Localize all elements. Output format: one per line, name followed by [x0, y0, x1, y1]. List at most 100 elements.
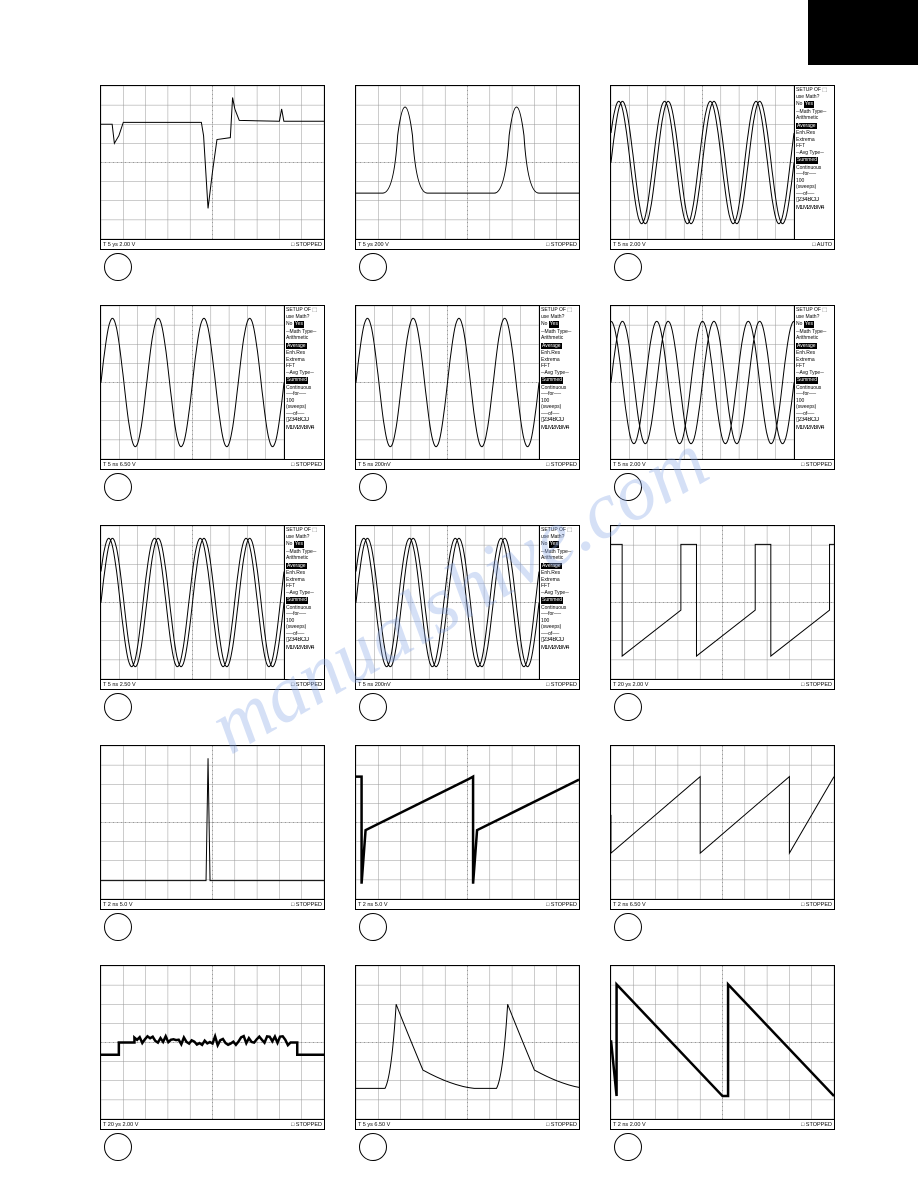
scope-svg — [611, 86, 794, 239]
footer-left: T 2 ns 6.50 V — [613, 902, 646, 908]
scope-sidebar: SETUP OF ⬚ use Math? No Yes ─Math Type─ … — [284, 526, 324, 681]
scope-frame: SETUP OF ⬚ use Math? No Yes ─Math Type─ … — [100, 525, 325, 690]
scope-svg — [101, 746, 324, 899]
plot-area — [101, 526, 284, 679]
scope-svg — [356, 306, 539, 459]
footer-right: □ STOPPED — [801, 462, 832, 468]
footer-left: T 2 ns 5.0 V — [358, 902, 388, 908]
label-circle — [614, 913, 642, 941]
label-circle — [359, 473, 387, 501]
label-circle — [104, 693, 132, 721]
footer-right: □ STOPPED — [801, 682, 832, 688]
scope-sidebar: SETUP OF ⬚ use Math? No Yes ─Math Type─ … — [284, 306, 324, 461]
plot-area — [356, 86, 579, 239]
plot-area — [356, 306, 539, 459]
scope-sidebar: SETUP OF ⬚ use Math? No Yes ─Math Type─ … — [539, 306, 579, 461]
scope-panel-13: T 20 ys 2.00 V □ STOPPED — [100, 965, 325, 1165]
footer-right: □ STOPPED — [291, 242, 322, 248]
scope-footer: T 5 ns 2.00 V □ STOPPED — [611, 459, 834, 469]
footer-right: □ AUTO — [812, 242, 832, 248]
scope-svg — [611, 966, 834, 1119]
scope-panel-8: SETUP OF ⬚ use Math? No Yes ─Math Type─ … — [355, 525, 580, 725]
scope-footer: T 2 ns 6.50 V □ STOPPED — [611, 899, 834, 909]
scope-panel-6: SETUP OF ⬚ use Math? No Yes ─Math Type─ … — [610, 305, 835, 505]
scope-panel-11: T 2 ns 5.0 V □ STOPPED — [355, 745, 580, 945]
scope-panel-2: T 5 ys 200 V □ STOPPED — [355, 85, 580, 285]
label-circle — [104, 473, 132, 501]
footer-right: □ STOPPED — [546, 682, 577, 688]
plot-area — [611, 86, 794, 239]
plot-area — [101, 746, 324, 899]
scope-frame: T 2 ns 6.50 V □ STOPPED — [610, 745, 835, 910]
label-circle — [359, 253, 387, 281]
scope-footer: T 5 ys 6.50 V □ STOPPED — [356, 1119, 579, 1129]
scope-panel-1: T 5 ys 2.00 V □ STOPPED — [100, 85, 325, 285]
footer-left: T 20 ys 2.00 V — [103, 1122, 138, 1128]
scope-panel-12: T 2 ns 6.50 V □ STOPPED — [610, 745, 835, 945]
scope-footer: T 20 ys 2.00 V □ STOPPED — [611, 679, 834, 689]
scope-frame: T 5 ys 6.50 V □ STOPPED — [355, 965, 580, 1130]
scope-svg — [101, 966, 324, 1119]
scope-footer: T 2 ns 5.0 V □ STOPPED — [356, 899, 579, 909]
scope-svg — [611, 306, 794, 459]
scope-sidebar: SETUP OF ⬚ use Math? No Yes ─Math Type─ … — [794, 86, 834, 241]
scope-grid: T 5 ys 2.00 V □ STOPPED T 5 ys 200 V □ S… — [100, 85, 835, 1165]
plot-area — [611, 746, 834, 899]
footer-left: T 2 ns 5.0 V — [103, 902, 133, 908]
footer-left: T 5 ns 200nV — [358, 682, 391, 688]
scope-footer: T 2 ns 5.0 V □ STOPPED — [101, 899, 324, 909]
label-circle — [359, 693, 387, 721]
plot-area — [356, 966, 579, 1119]
footer-right: □ STOPPED — [801, 1122, 832, 1128]
footer-left: T 5 ys 6.50 V — [358, 1122, 390, 1128]
scope-frame: T 2 ns 5.0 V □ STOPPED — [100, 745, 325, 910]
scope-footer: T 2 ns 2.00 V □ STOPPED — [611, 1119, 834, 1129]
footer-right: □ STOPPED — [291, 682, 322, 688]
label-circle — [614, 693, 642, 721]
scope-footer: T 5 ns 2.00 V □ AUTO — [611, 239, 834, 249]
scope-frame: T 20 ys 2.00 V □ STOPPED — [100, 965, 325, 1130]
scope-frame: T 5 ys 200 V □ STOPPED — [355, 85, 580, 250]
plot-area — [611, 966, 834, 1119]
scope-footer: T 5 ns 2.50 V □ STOPPED — [101, 679, 324, 689]
label-circle — [614, 473, 642, 501]
scope-footer: T 20 ys 2.00 V □ STOPPED — [101, 1119, 324, 1129]
scope-sidebar: SETUP OF ⬚ use Math? No Yes ─Math Type─ … — [539, 526, 579, 681]
plot-area — [101, 86, 324, 239]
footer-right: □ STOPPED — [291, 462, 322, 468]
footer-right: □ STOPPED — [291, 1122, 322, 1128]
scope-panel-7: SETUP OF ⬚ use Math? No Yes ─Math Type─ … — [100, 525, 325, 725]
footer-right: □ STOPPED — [546, 242, 577, 248]
scope-svg — [101, 306, 284, 459]
scope-footer: T 5 ys 2.00 V □ STOPPED — [101, 239, 324, 249]
plot-area — [611, 526, 834, 679]
scope-frame: SETUP OF ⬚ use Math? No Yes ─Math Type─ … — [100, 305, 325, 470]
scope-svg — [611, 526, 834, 679]
scope-svg — [356, 966, 579, 1119]
footer-right: □ STOPPED — [546, 902, 577, 908]
scope-panel-10: T 2 ns 5.0 V □ STOPPED — [100, 745, 325, 945]
label-circle — [614, 253, 642, 281]
plot-area — [356, 526, 539, 679]
scope-frame: SETUP OF ⬚ use Math? No Yes ─Math Type─ … — [355, 305, 580, 470]
footer-left: T 5 ns 2.00 V — [613, 242, 646, 248]
scope-svg — [101, 86, 324, 239]
footer-left: T 2 ns 2.00 V — [613, 1122, 646, 1128]
footer-right: □ STOPPED — [546, 462, 577, 468]
plot-area — [101, 306, 284, 459]
label-circle — [104, 1133, 132, 1161]
scope-panel-15: T 2 ns 2.00 V □ STOPPED — [610, 965, 835, 1165]
footer-right: □ STOPPED — [291, 902, 322, 908]
footer-left: T 5 ys 200 V — [358, 242, 389, 248]
scope-frame: T 20 ys 2.00 V □ STOPPED — [610, 525, 835, 690]
scope-panel-14: T 5 ys 6.50 V □ STOPPED — [355, 965, 580, 1165]
scope-frame: T 2 ns 5.0 V □ STOPPED — [355, 745, 580, 910]
footer-left: T 5 ns 2.00 V — [613, 462, 646, 468]
plot-area — [101, 966, 324, 1119]
scope-frame: SETUP OF ⬚ use Math? No Yes ─Math Type─ … — [355, 525, 580, 690]
scope-svg — [356, 746, 579, 899]
label-circle — [614, 1133, 642, 1161]
label-circle — [104, 913, 132, 941]
label-circle — [359, 1133, 387, 1161]
plot-area — [356, 746, 579, 899]
